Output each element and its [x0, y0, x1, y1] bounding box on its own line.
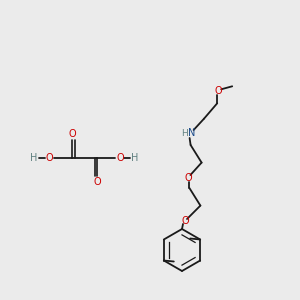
Text: O: O: [184, 173, 192, 183]
Text: H: H: [181, 128, 188, 137]
Text: O: O: [116, 153, 124, 163]
Text: O: O: [93, 177, 101, 187]
Text: O: O: [181, 216, 189, 226]
Text: H: H: [30, 153, 38, 163]
Text: O: O: [68, 129, 76, 139]
Text: O: O: [214, 86, 222, 96]
Text: O: O: [45, 153, 53, 163]
Text: N: N: [188, 128, 195, 138]
Text: H: H: [131, 153, 139, 163]
